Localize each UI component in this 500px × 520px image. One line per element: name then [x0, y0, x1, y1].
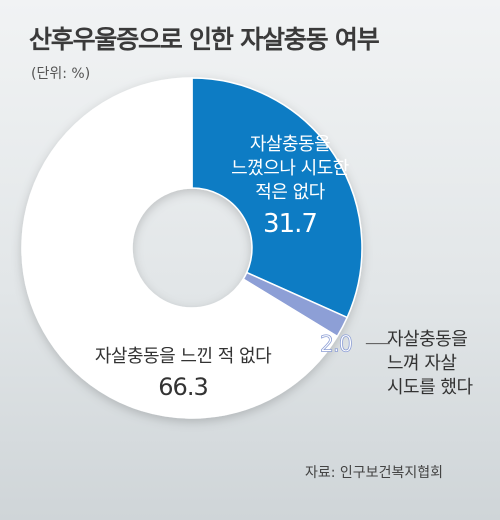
slice-3-label-line-1: 자살충동을 느낀 적 없다 — [95, 346, 272, 367]
slice-1-label-line-3: 적은 없다 — [255, 182, 325, 203]
donut-slices — [21, 77, 363, 419]
slice-1-value: 31.7 — [263, 209, 317, 239]
slice-3-value: 66.3 — [158, 373, 207, 401]
slice-2-value: 2.0 — [320, 333, 352, 358]
chart-title: 산후우울증으로 인한 자살충동 여부 — [29, 25, 380, 54]
slice-1-label-line-2: 느꼈으나 시도한 — [231, 158, 349, 179]
slice-2-label-line-2: 느껴 자살 — [387, 353, 456, 374]
slice-1-label-line-1: 자살충동을 — [250, 134, 330, 155]
slice-2-label-line-1: 자살충동을 — [387, 329, 467, 350]
slice-3 — [21, 77, 339, 419]
unit-label: (단위: %) — [31, 66, 91, 82]
slice-1 — [191, 77, 363, 319]
slice-2-label-line-3: 시도를 했다 — [387, 377, 473, 398]
source-note: 자료: 인구보건복지협회 — [305, 465, 443, 481]
